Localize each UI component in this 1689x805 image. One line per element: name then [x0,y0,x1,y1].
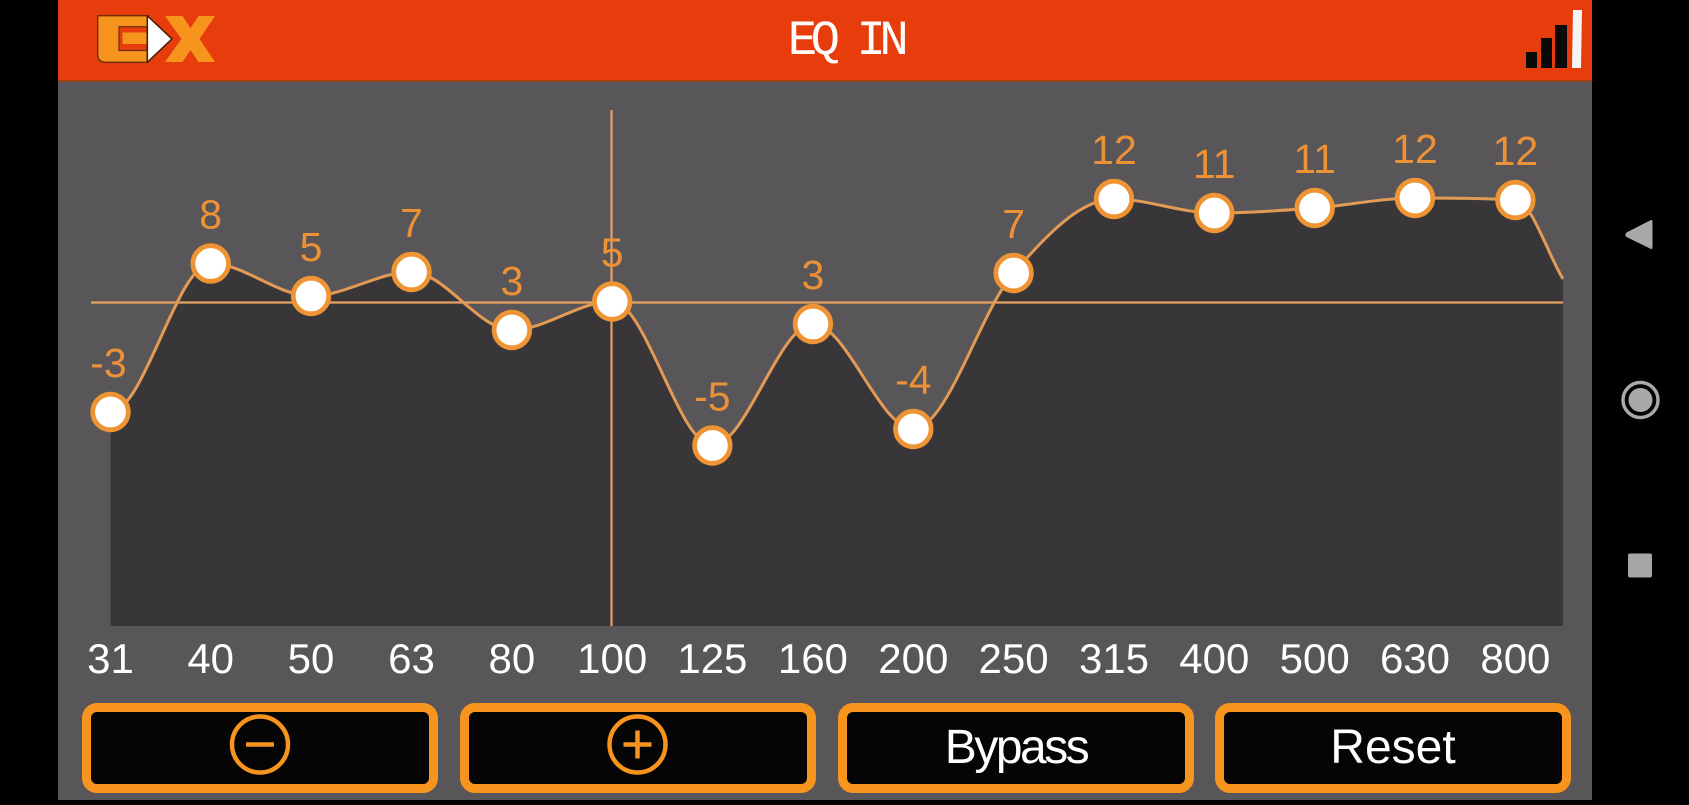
svg-text:3: 3 [500,258,523,304]
svg-text:7: 7 [1002,201,1025,247]
svg-text:7: 7 [400,200,423,246]
svg-text:-5: -5 [694,374,730,420]
svg-text:11: 11 [1293,136,1336,182]
svg-text:12: 12 [1493,128,1539,174]
svg-text:5: 5 [601,230,624,276]
svg-text:12: 12 [1091,127,1137,173]
svg-text:11: 11 [1193,141,1236,187]
svg-text:12: 12 [1392,126,1438,172]
svg-text:3: 3 [801,252,824,298]
svg-text:8: 8 [199,192,222,238]
svg-text:5: 5 [300,224,323,270]
svg-text:-4: -4 [895,357,931,403]
svg-text:-3: -3 [90,340,126,386]
